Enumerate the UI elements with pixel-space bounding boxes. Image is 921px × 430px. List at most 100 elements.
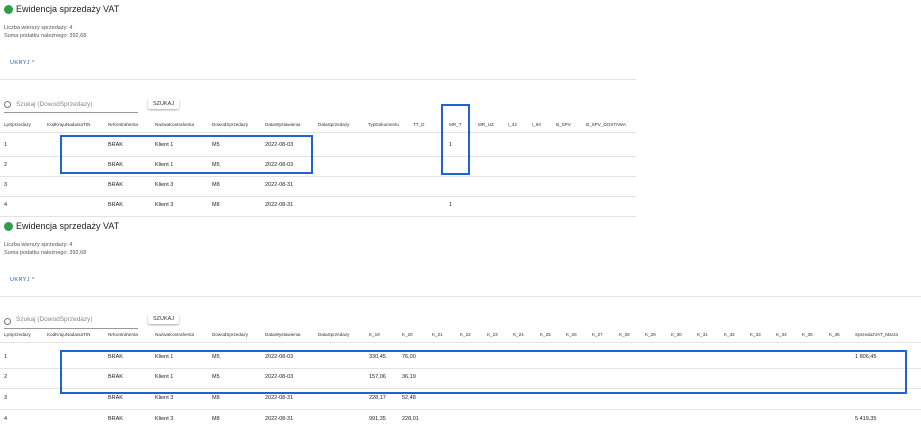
table-cell: 5 419,35 [855,416,877,422]
panel-title: Ewidencja sprzedaży VAT [16,4,120,14]
table-cell: 1 [4,354,8,360]
table-cell: 2022-08-31 [265,416,294,422]
column-header: K_21 [432,332,443,337]
summary-line: Suma podatku należnego: 392,68 [4,33,87,39]
panel-title: Ewidencja sprzedaży VAT [16,221,120,231]
summary-line: Liczba wierszy sprzedaży: 4 [4,25,73,31]
toggle-button[interactable]: UKRYJ ^ [10,60,35,66]
column-header: DataSprzedazy [318,332,350,337]
column-header: K_22 [460,332,471,337]
table-cell: BRAK [108,374,123,380]
row-divider [0,156,636,157]
row-divider [0,176,636,177]
table-cell: BRAK [108,162,123,168]
highlight-box [441,104,470,175]
search-underline [4,328,138,329]
header-divider [0,342,921,343]
header-divider [0,132,636,133]
table-cell: Klient 1 [155,162,174,168]
column-header: NrKontrahenta [108,122,138,127]
column-header: DataWystawienia [265,332,301,337]
search-icon [4,318,11,325]
column-header: I_63 [532,122,541,127]
column-header: K_29 [645,332,656,337]
column-header: K_30 [671,332,682,337]
table-cell: 36,19 [402,374,416,380]
column-header: MR_UZ [478,122,494,127]
divider [0,296,921,297]
divider [0,79,636,80]
table-cell: M5 [212,354,220,360]
table-cell: 52,48 [402,395,416,401]
table-cell: 991,35 [369,416,386,422]
column-header: I_42 [508,122,517,127]
column-header: DowodSprzedazy [212,122,249,127]
table-cell: 76,00 [402,354,416,360]
table-cell: 2022-08-31 [265,202,294,208]
column-header: NrKontrahenta [108,332,138,337]
table-cell: 1 806,45 [855,354,877,360]
table-cell: 2022-08-31 [265,395,294,401]
table-cell: BRAK [108,354,123,360]
column-header: K_24 [513,332,524,337]
column-header: KodKrajuNadaniaTIN [47,122,91,127]
table-cell: BRAK [108,416,123,422]
column-header: K_27 [592,332,603,337]
table-cell: Klient 3 [155,416,174,422]
column-header: TT_D [413,122,425,127]
column-header: K_20 [402,332,413,337]
table-cell: 1 [449,202,453,208]
table-cell: 2022-08-03 [265,354,294,360]
toggle-button[interactable]: UKRYJ ^ [10,277,35,283]
column-header: K_33 [750,332,761,337]
column-header: MR_T [449,122,462,127]
row-divider [0,368,921,369]
table-cell: 2022-08-03 [265,374,294,380]
column-header: K_36 [829,332,840,337]
table-cell: Klient 3 [155,182,174,188]
table-cell: BRAK [108,395,123,401]
column-header: LpSprzedazy [4,122,31,127]
search-icon [4,101,11,108]
column-header: K_28 [619,332,630,337]
table-cell: M5 [212,142,220,148]
table-cell: 4 [4,416,8,422]
table-cell: M8 [212,395,220,401]
table-cell: Klient 3 [155,202,174,208]
column-header: KodKrajuNadaniaTIN [47,332,91,337]
search-input[interactable]: Szukaj (DowodSprzedazy) [16,316,93,323]
table-cell: 3 [4,395,8,401]
table-cell: BRAK [108,142,123,148]
table-cell: M8 [212,182,220,188]
table-cell: BRAK [108,202,123,208]
status-icon [4,222,13,231]
table-cell: BRAK [108,182,123,188]
table-cell: 1 [449,142,453,148]
column-header: DataSprzedazy [318,122,350,127]
row-divider [0,388,921,389]
column-header: K_25 [540,332,551,337]
search-input[interactable]: Szukaj (DowodSprzedazy) [16,101,93,108]
table-cell: 330,45 [369,354,386,360]
table-cell: 228,01 [402,416,419,422]
table-cell: 1 [4,142,8,148]
search-underline [4,112,138,113]
table-cell: Klient 1 [155,142,174,148]
table-cell: 2 [4,162,8,168]
column-header: K_23 [487,332,498,337]
column-header: K_34 [776,332,787,337]
highlight-box [60,135,313,174]
column-header: DowodSprzedazy [212,332,249,337]
status-icon [4,5,13,14]
table-cell: 157,06 [369,374,386,380]
search-button[interactable]: SZUKAJ [148,314,180,324]
table-cell: Klient 1 [155,354,174,360]
column-header: B_SPV_DOSTAWA [586,122,626,127]
table-cell: 4 [4,202,8,208]
highlight-box [60,350,907,394]
row-divider [0,409,921,410]
row-divider [0,196,636,197]
table-cell: 3 [4,182,8,188]
summary-line: Suma podatku należnego: 392,68 [4,250,87,256]
search-button[interactable]: SZUKAJ [148,99,180,109]
